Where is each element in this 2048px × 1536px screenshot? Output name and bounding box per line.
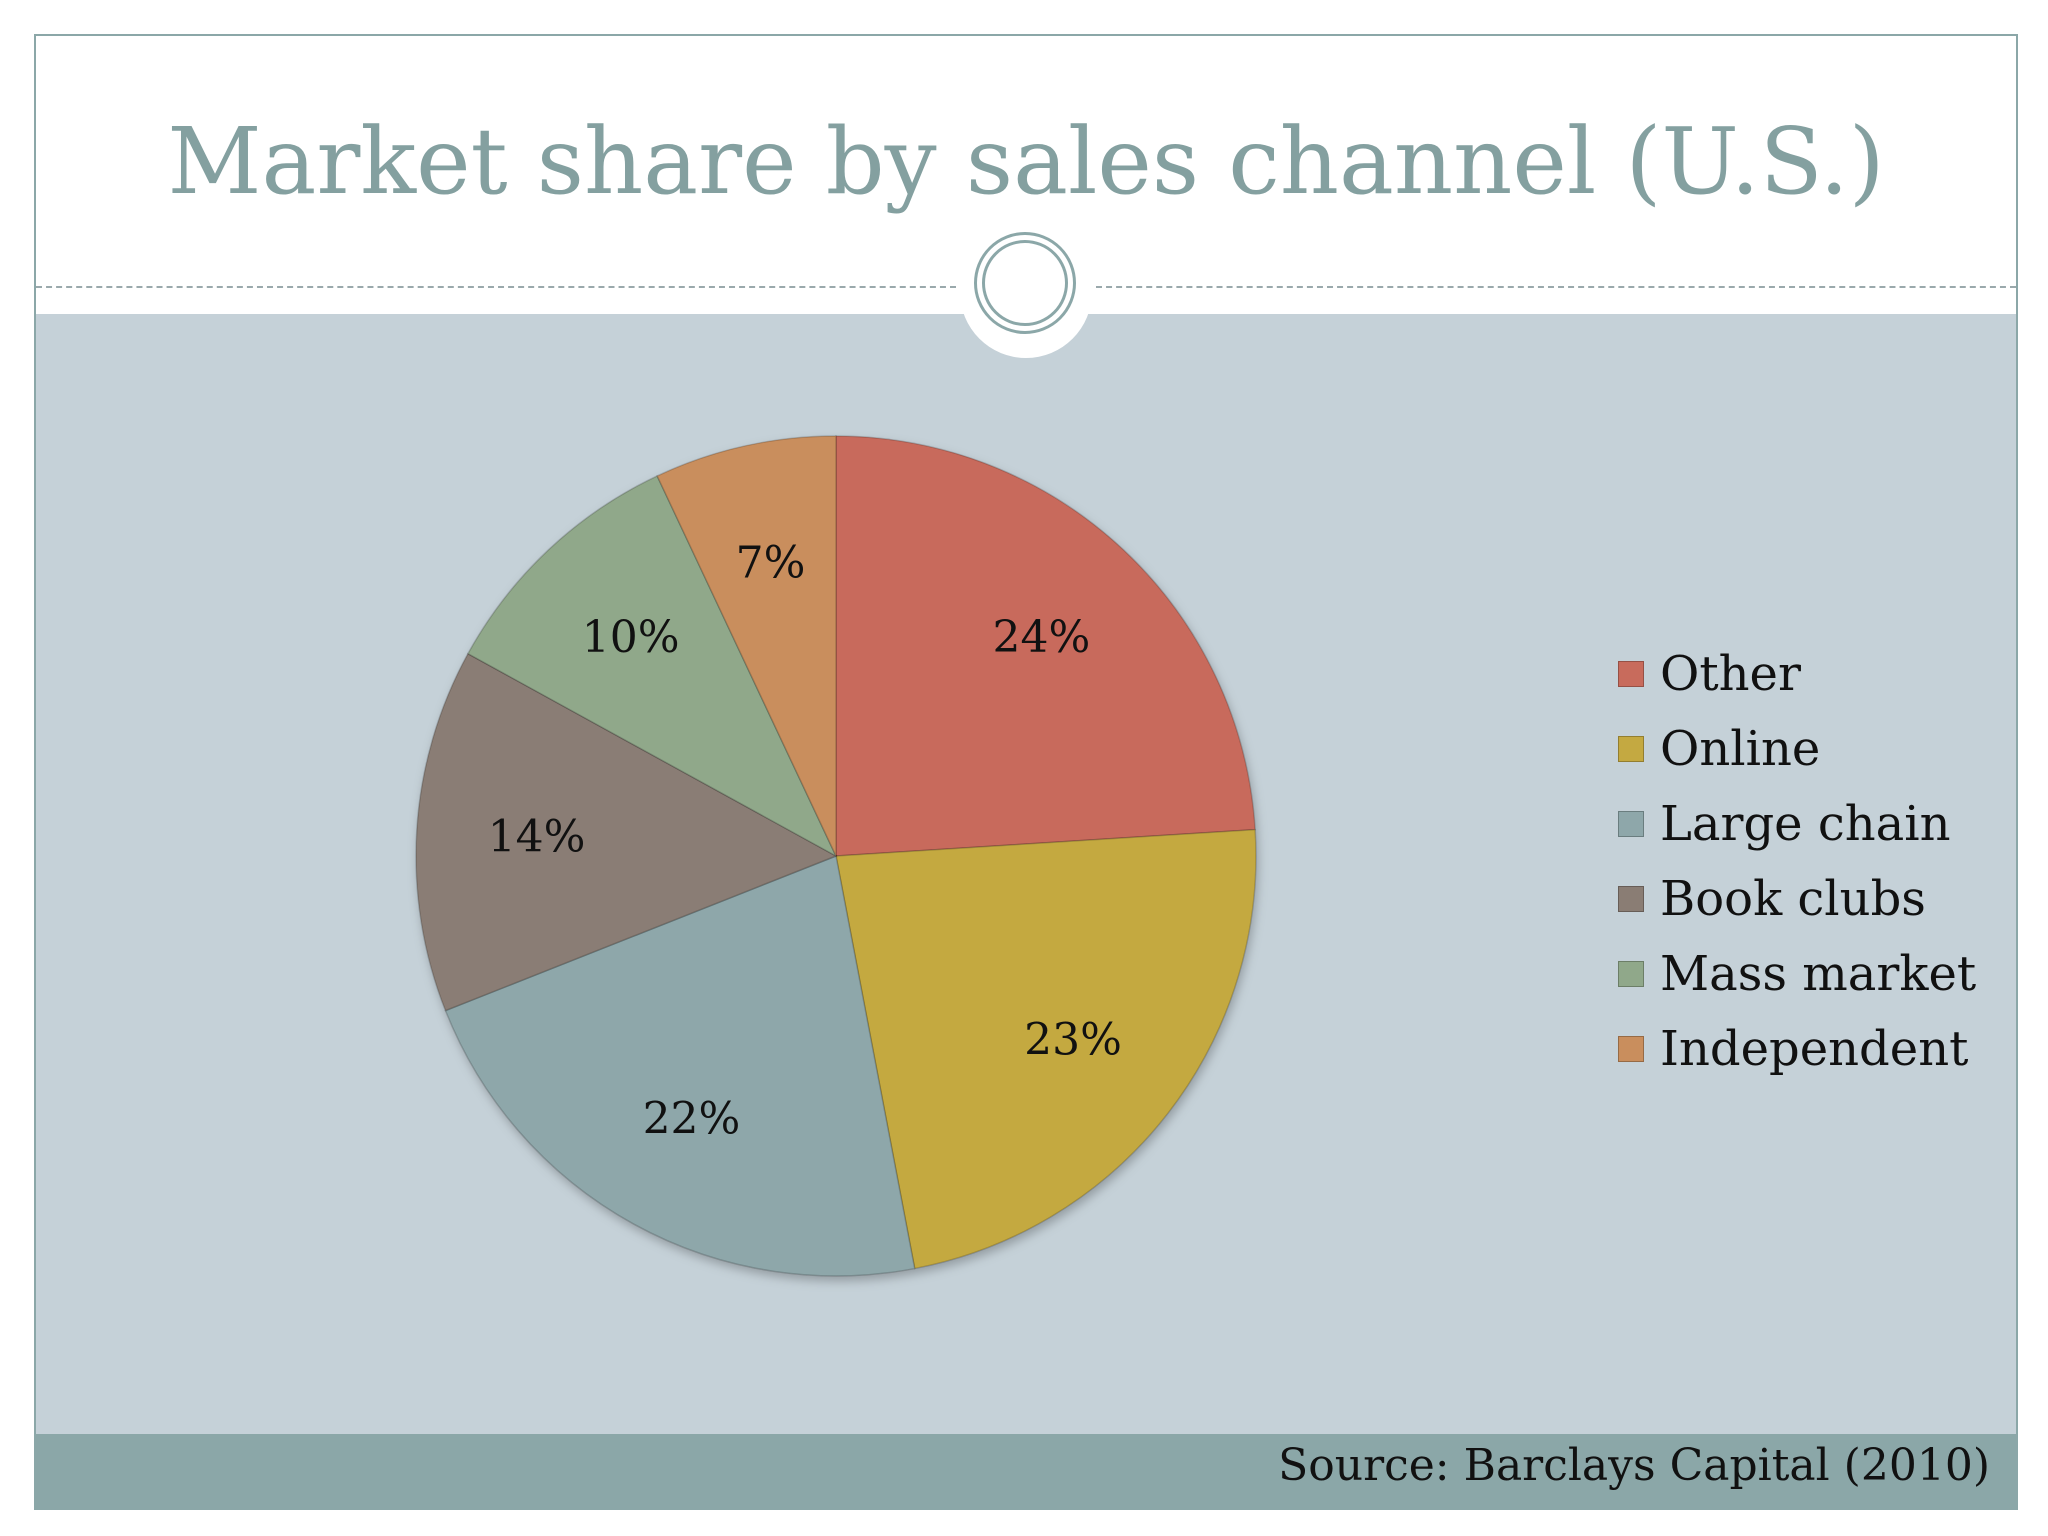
pie-slices (415, 435, 1257, 1277)
legend-label: Large chain (1660, 795, 1951, 852)
legend-swatch (1618, 660, 1644, 687)
pie-slice-independent (656, 435, 837, 857)
legend-item-online: Online (1618, 711, 1976, 786)
legend-label: Other (1660, 645, 1801, 702)
pie-slice-book-clubs (415, 652, 838, 1012)
legend-swatch (1618, 1035, 1644, 1062)
data-label-large-chain: 22% (643, 1093, 741, 1144)
legend-swatch (1618, 735, 1644, 762)
data-label-book-clubs: 14% (488, 812, 586, 863)
legend-label: Mass market (1660, 945, 1977, 1002)
legend-item-book-clubs: Book clubs (1618, 861, 1976, 936)
pie-slice-large-chain (444, 854, 916, 1277)
source-note: Source: Barclays Capital (2010) (1278, 1440, 1990, 1491)
legend-label: Online (1660, 720, 1821, 777)
legend-label: Independent (1660, 1020, 1969, 1077)
ornament-inner-ring (982, 240, 1068, 326)
chart-legend: Other Online Large chain Book clubs Mass mar… (1618, 636, 1976, 1086)
legend-item-mass-market: Mass market (1618, 936, 1976, 1011)
pie-slice-online (835, 828, 1257, 1270)
header-divider-right (1096, 286, 2016, 288)
chart-title: Market share by sales channel (U.S.) (167, 108, 1885, 215)
data-label-mass-market: 10% (582, 612, 680, 663)
data-label-other: 24% (992, 612, 1090, 663)
slide-footer: Source: Barclays Capital (2010) (36, 1434, 2016, 1508)
pie-data-labels: 24% 23% 22% 14% 10% 7% (488, 538, 1122, 1145)
pie-slice-mass-market (466, 474, 838, 858)
ornament-outer-ring (974, 232, 1076, 334)
legend-item-large-chain: Large chain (1618, 786, 1976, 861)
header-divider-left (36, 286, 956, 288)
legend-swatch (1618, 810, 1644, 837)
legend-item-other: Other (1618, 636, 1976, 711)
legend-swatch (1618, 960, 1644, 987)
legend-swatch (1618, 885, 1644, 912)
pie-slice-other (835, 435, 1256, 857)
data-label-independent: 7% (736, 538, 806, 589)
slide: Market share by sales channel (U.S.) 24%… (34, 34, 2018, 1510)
legend-label: Book clubs (1660, 870, 1926, 927)
legend-item-independent: Independent (1618, 1011, 1976, 1086)
data-label-online: 23% (1024, 1014, 1122, 1065)
pie-chart: 24% 23% 22% 14% 10% 7% (415, 435, 1257, 1277)
